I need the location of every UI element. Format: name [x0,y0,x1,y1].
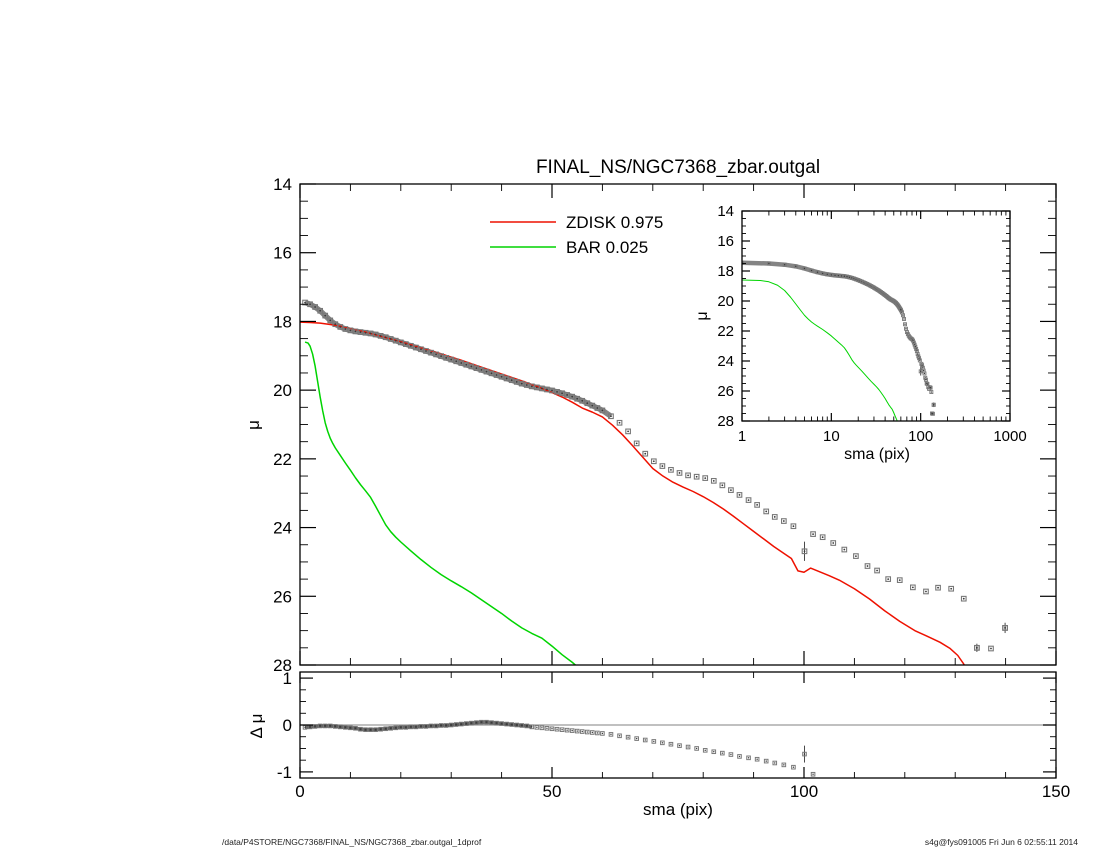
footer-user-timestamp: s4g@fys091005 Fri Jun 6 02:55:11 2014 [925,837,1078,847]
residual-panel-scatter-markers [302,719,816,777]
inset-panel-y-tick-label: 26 [717,383,734,400]
inset-panel-y-tick-label: 28 [717,413,734,430]
inset-panel-x-tick-label: 100 [908,428,933,445]
residual-panel-x-tick-label: 50 [543,782,562,801]
residual-y-axis-label: Δ μ [247,714,266,739]
inset-panel-errorbar-marker [931,402,936,407]
main-panel-data-layer [300,299,1008,665]
residual-panel-x-tick-label: 0 [295,782,304,801]
main-panel-y-tick-label: 24 [273,519,292,538]
inset-panel-y-tick-label: 22 [717,323,734,340]
inset-panel-data-layer [742,260,936,421]
main-panel-frame-and-ticks: 14 16 18 20 22 24 26 28 [273,175,1057,675]
inset-panel-x-tick-label: 1000 [993,428,1026,445]
inset-panel-y-tick-label: 16 [717,233,734,250]
inset-panel-y-tick-label: 24 [717,353,734,370]
inset-panel-scatter-markers [742,260,936,416]
residual-panel-x-tick-label: 150 [1042,782,1070,801]
inset-panel-errorbar-marker [918,369,923,374]
main-panel-zdisk-line [300,321,966,665]
x-axis-label: sma (pix) [643,800,713,819]
inset-panel-y-tick-label: 20 [717,293,734,310]
main-panel-y-tick-label: 26 [273,587,292,606]
main-panel-y-tick-label: 14 [273,175,292,194]
inset-panel-errorbar-marker [930,411,935,416]
footer-file-path: /data/P4STORE/NGC7368/FINAL_NS/NGC7368_z… [222,837,482,847]
residual-panel-y-tick-label: -1 [277,763,292,782]
inset-panel-frame [741,210,1011,422]
inset-panel-x-tick-label: 1 [738,428,746,445]
inset-panel-y-tick-label: 18 [717,263,734,280]
residual-panel-data-layer [302,719,816,777]
main-y-axis-label: μ [244,420,263,430]
legend-bar-label: BAR 0.025 [566,238,648,257]
main-panel-errorbar-marker [974,644,980,651]
inset-panel-x-tick-label: 10 [823,428,840,445]
main-panel-frame [299,183,1057,666]
main-panel-y-tick-label: 16 [273,244,292,263]
main-panel-y-tick-label: 18 [273,312,292,331]
main-panel-y-tick-label: 28 [273,656,292,675]
main-panel-errorbar-marker [1002,625,1008,631]
inset-panel-bar-line [742,279,898,421]
inset-x-axis-label: sma (pix) [844,446,910,463]
residual-panel-y-tick-label: 1 [283,669,292,688]
main-panel-y-tick-label: 22 [273,450,292,469]
legend-zdisk-label: ZDISK 0.975 [566,213,663,232]
main-panel-y-tick-label: 20 [273,381,292,400]
residual-panel-x-tick-label: 100 [790,782,818,801]
residual-panel-dense-band [304,720,533,732]
main-panel-errorbar-marker [801,548,808,555]
inset-y-axis-label: μ [694,311,711,320]
plot-title: FINAL_NS/NGC7368_zbar.outgal [536,157,820,178]
residual-panel-y-tick-label: 0 [283,716,292,735]
residual-panel-errorbar-marker [802,751,807,757]
inset-panel-frame-and-ticks: 14 16 18 20 22 24 26 281 10 100 1000 [717,203,1026,445]
main-panel-scatter-markers [302,299,1008,652]
inset-panel-y-tick-label: 14 [717,203,734,220]
main-panel-bar-line [304,341,577,665]
